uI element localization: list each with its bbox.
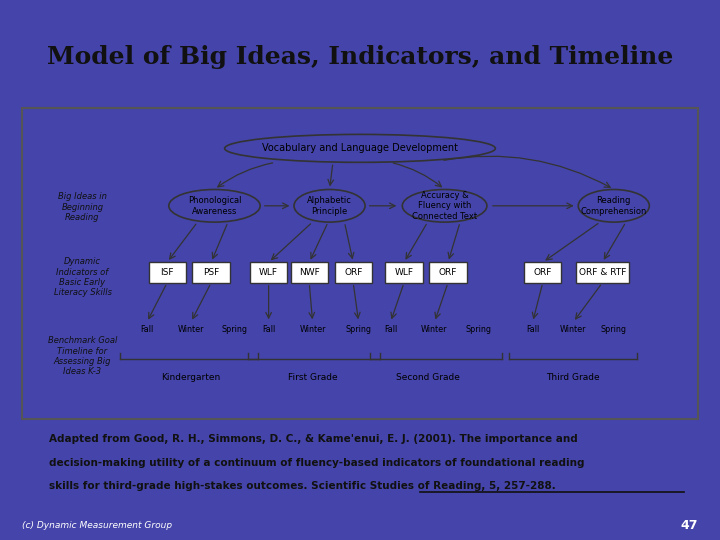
Text: Benchmark Goal
Timeline for
Assessing Big
Ideas K-3: Benchmark Goal Timeline for Assessing Bi… bbox=[48, 336, 117, 376]
Text: Winter: Winter bbox=[178, 325, 204, 334]
Bar bbox=[291, 262, 328, 282]
Text: ISF: ISF bbox=[161, 268, 174, 277]
Bar bbox=[335, 262, 372, 282]
Text: Third Grade: Third Grade bbox=[546, 374, 600, 382]
Text: Fall: Fall bbox=[384, 325, 397, 334]
Text: Alphabetic
Principle: Alphabetic Principle bbox=[307, 196, 352, 215]
Bar bbox=[524, 262, 562, 282]
Text: Phonological
Awareness: Phonological Awareness bbox=[188, 196, 241, 215]
Text: 47: 47 bbox=[681, 518, 698, 532]
Bar bbox=[250, 262, 287, 282]
Text: ORF: ORF bbox=[438, 268, 457, 277]
Text: Winter: Winter bbox=[421, 325, 448, 334]
Text: NWF: NWF bbox=[299, 268, 320, 277]
Bar bbox=[148, 262, 186, 282]
Text: Adapted from Good, R. H., Simmons, D. C., & Kame'enui, E. J. (2001). The importa: Adapted from Good, R. H., Simmons, D. C.… bbox=[49, 434, 577, 444]
Text: ORF: ORF bbox=[534, 268, 552, 277]
Text: Spring: Spring bbox=[222, 325, 248, 334]
Text: Model of Big Ideas, Indicators, and Timeline: Model of Big Ideas, Indicators, and Time… bbox=[47, 45, 673, 70]
Bar bbox=[192, 262, 230, 282]
Text: WLF: WLF bbox=[259, 268, 278, 277]
Text: Dynamic
Indicators of
Basic Early
Literacy Skills: Dynamic Indicators of Basic Early Litera… bbox=[53, 257, 112, 298]
Text: skills for third-grade high-stakes outcomes. Scientific Studies of Reading, 5, 2: skills for third-grade high-stakes outco… bbox=[49, 482, 555, 491]
Text: Winter: Winter bbox=[560, 325, 587, 334]
Text: Fall: Fall bbox=[140, 325, 153, 334]
Text: WLF: WLF bbox=[395, 268, 413, 277]
Text: (c) Dynamic Measurement Group: (c) Dynamic Measurement Group bbox=[22, 521, 172, 530]
Bar bbox=[385, 262, 423, 282]
Text: Fall: Fall bbox=[526, 325, 539, 334]
Text: PSF: PSF bbox=[203, 268, 219, 277]
Text: Accuracy &
Fluency with
Connected Text: Accuracy & Fluency with Connected Text bbox=[412, 191, 477, 221]
Text: Spring: Spring bbox=[465, 325, 492, 334]
Text: Spring: Spring bbox=[600, 325, 627, 334]
Text: decision-making utility of a continuum of fluency-based indicators of foundation: decision-making utility of a continuum o… bbox=[49, 457, 584, 468]
Text: ORF: ORF bbox=[344, 268, 362, 277]
Text: Winter: Winter bbox=[300, 325, 326, 334]
Text: First Grade: First Grade bbox=[288, 374, 338, 382]
Text: Kindergarten: Kindergarten bbox=[161, 374, 220, 382]
Text: Big Ideas in
Beginning
Reading: Big Ideas in Beginning Reading bbox=[58, 192, 107, 222]
Bar bbox=[429, 262, 467, 282]
Text: Vocabulary and Language Development: Vocabulary and Language Development bbox=[262, 143, 458, 153]
Text: Reading
Comprehension: Reading Comprehension bbox=[580, 196, 647, 215]
Text: Second Grade: Second Grade bbox=[396, 374, 459, 382]
Text: Fall: Fall bbox=[262, 325, 275, 334]
Text: ORF & RTF: ORF & RTF bbox=[579, 268, 626, 277]
Bar bbox=[576, 262, 629, 282]
Text: Spring: Spring bbox=[346, 325, 372, 334]
